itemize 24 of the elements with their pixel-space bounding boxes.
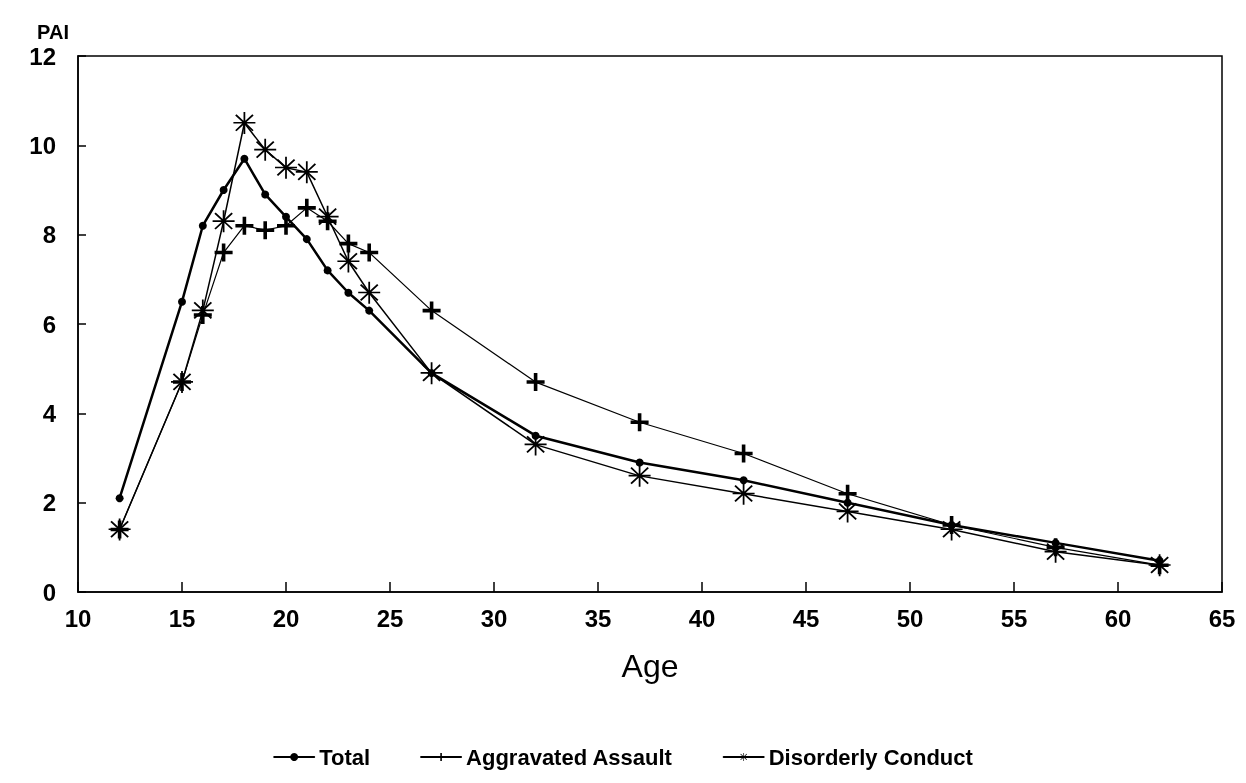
x-tick-label: 55 [1000,604,1028,632]
legend-label: Total [319,744,371,770]
y-tick-label: 4 [42,399,57,427]
y-tick-label: 6 [42,310,56,338]
legend-label: Disorderly Conduct [768,744,974,770]
y-tick-label: 2 [42,489,56,517]
x-axis-title: Age [621,648,679,684]
x-tick-label: 60 [1104,604,1132,632]
x-tick-label: 25 [376,604,404,632]
x-tick-label: 30 [480,604,508,632]
y-tick-label: 8 [42,221,56,249]
y-tick-label: 12 [29,42,56,70]
x-tick-label: 65 [1208,604,1236,632]
x-tick-label: 15 [168,604,196,632]
x-tick-label: 45 [792,604,820,632]
x-tick-label: 40 [688,604,716,632]
y-axis-title: PAI [37,21,69,43]
y-tick-label: 0 [42,578,56,606]
legend-label: Aggravated Assault [466,744,673,770]
x-tick-label: 10 [64,604,92,632]
x-tick-label: 35 [584,604,612,632]
y-tick-label: 10 [29,131,56,159]
x-tick-label: 50 [896,604,924,632]
x-tick-label: 20 [272,604,300,632]
